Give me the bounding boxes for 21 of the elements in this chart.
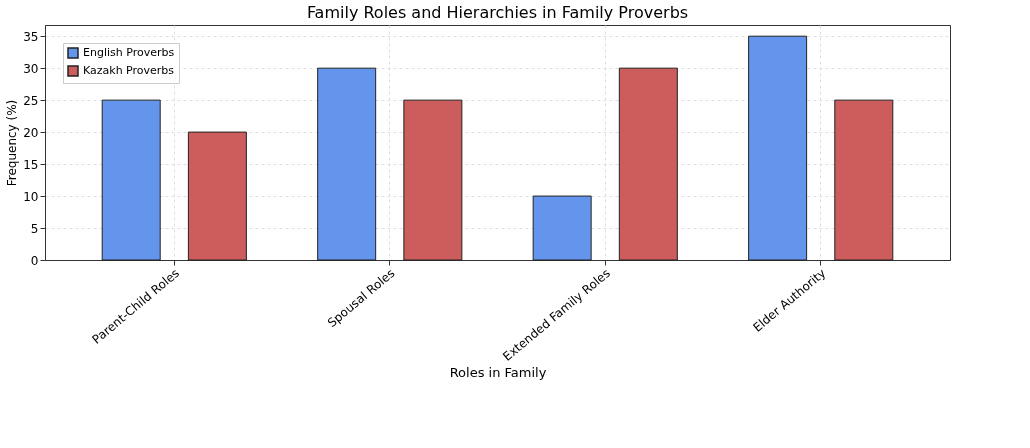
bar [403,99,463,261]
y-tick-label: 15 [23,157,39,172]
bar [532,195,592,261]
chart-title: Family Roles and Hierarchies in Family Proverbs [306,3,689,22]
y-axis-title: Frequency (%) [5,99,20,187]
bar [834,99,894,261]
y-tick-label: 10 [23,189,39,204]
x-axis-title: Roles in Family [449,364,547,380]
bar [317,67,377,261]
legend-label: English Proverbs [83,46,175,59]
bar [187,131,247,261]
y-tick-label: 25 [23,93,39,108]
bar [618,67,678,261]
bar [101,99,161,261]
y-tick-label: 20 [23,125,39,140]
bar [748,35,808,261]
y-tick-label: 0 [30,253,39,268]
y-tick-label: 35 [23,29,39,44]
y-tick-label: 5 [30,221,39,236]
y-tick-label: 30 [23,61,39,76]
legend-label: Kazakh Proverbs [83,64,175,77]
